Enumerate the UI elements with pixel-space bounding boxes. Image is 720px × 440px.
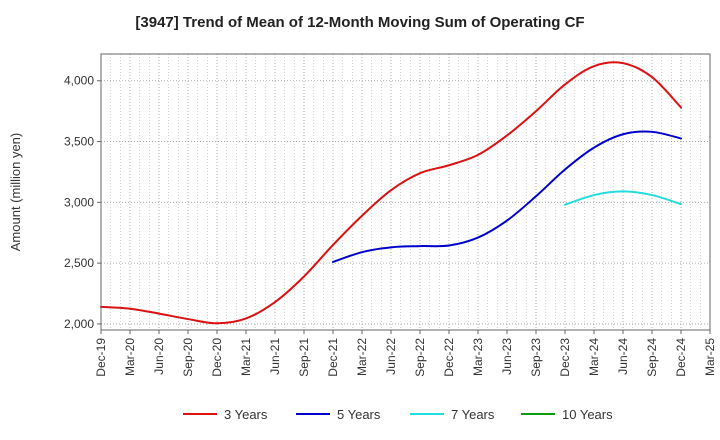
y-axis: 2,000 2,500 3,000 3,500 4,000 [64, 74, 101, 331]
x-tick-label: Jun-24 [616, 338, 630, 375]
legend-label-7-years: 7 Years [451, 407, 495, 422]
x-tick-label: Mar-25 [703, 338, 717, 376]
x-tick-label: Sep-22 [413, 338, 427, 377]
x-tick-label: Dec-23 [558, 338, 572, 377]
chart-title: [3947] Trend of Mean of 12-Month Moving … [135, 14, 584, 31]
y-tick-label: 2,000 [64, 317, 94, 331]
x-axis: Dec-19 Mar-20 Jun-20 Sep-20 Dec-20 Mar-21 Jun-… [94, 330, 717, 377]
y-tick-label: 4,000 [64, 74, 94, 88]
x-tick-label: Jun-22 [384, 338, 398, 375]
legend-label-10-years: 10 Years [562, 407, 613, 422]
legend: 3 Years 5 Years 7 Years 10 Years [183, 407, 613, 422]
plot-frame [100, 53, 711, 331]
x-tick-label: Dec-24 [674, 338, 688, 377]
x-tick-label: Jun-20 [152, 338, 166, 375]
x-tick-label: Mar-22 [355, 338, 369, 376]
y-axis-label: Amount (million yen) [8, 133, 23, 252]
y-tick-label: 2,500 [64, 256, 94, 270]
y-tick-label: 3,500 [64, 135, 94, 149]
x-tick-label: Mar-21 [239, 338, 253, 376]
x-tick-label: Dec-22 [442, 338, 456, 377]
x-tick-label: Mar-23 [471, 338, 485, 376]
x-tick-label: Jun-23 [500, 338, 514, 375]
x-tick-label: Mar-20 [123, 338, 137, 376]
x-tick-label: Sep-23 [529, 338, 543, 377]
series-line-3-years [100, 61, 682, 325]
x-tick-label: Dec-21 [326, 338, 340, 377]
series-line-7-years [564, 190, 682, 206]
x-tick-label: Dec-20 [210, 338, 224, 377]
legend-label-5-years: 5 Years [337, 407, 381, 422]
x-tick-label: Dec-19 [94, 338, 108, 377]
x-tick-label: Sep-24 [645, 338, 659, 377]
x-tick-label: Jun-21 [268, 338, 282, 375]
series-layer [100, 61, 682, 325]
legend-label-3-years: 3 Years [224, 407, 268, 422]
series-line-5-years [332, 130, 682, 263]
x-tick-label: Sep-21 [297, 338, 311, 377]
y-tick-label: 3,000 [64, 195, 94, 209]
x-tick-label: Mar-24 [587, 338, 601, 376]
x-tick-label: Sep-20 [181, 338, 195, 377]
